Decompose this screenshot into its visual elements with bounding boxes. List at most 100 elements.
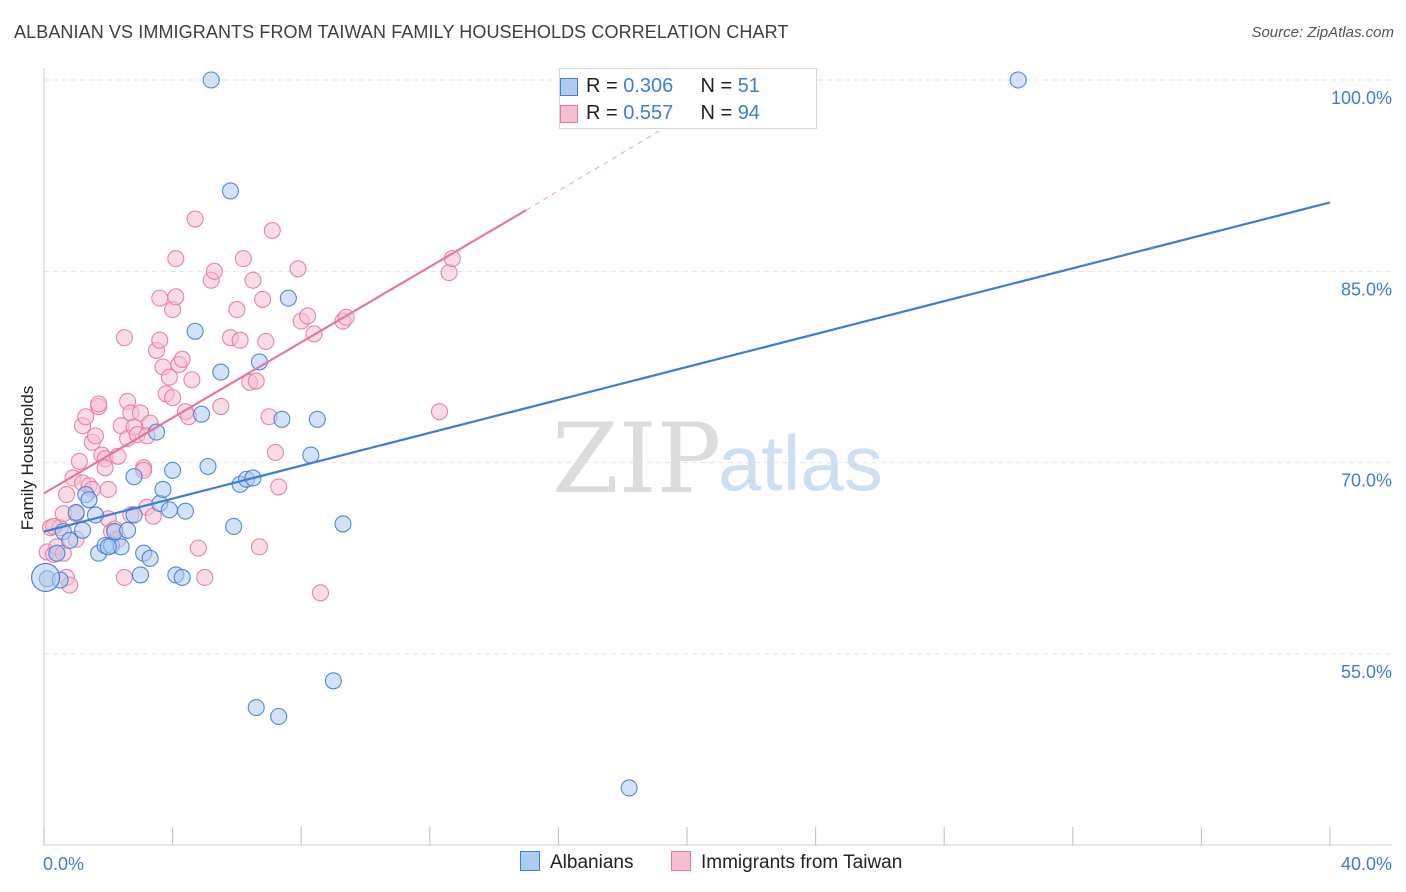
point-albanians — [273, 410, 291, 428]
legend-n-value: 51 — [737, 75, 760, 97]
x-tick-label-max: 40.0% — [1341, 854, 1392, 874]
point-albanians — [212, 363, 230, 381]
legend-n-label: N = — [700, 75, 738, 97]
point-taiwan — [70, 452, 88, 470]
point-albanians — [186, 322, 204, 340]
point-albanians — [99, 538, 117, 556]
point-taiwan — [250, 538, 268, 556]
point-albanians-cluster — [31, 562, 61, 593]
point-albanians — [324, 672, 342, 690]
point-taiwan — [183, 371, 201, 389]
legend-r-label: R = — [586, 102, 624, 124]
point-taiwan — [257, 332, 275, 351]
trendline-albanians — [43, 201, 1331, 533]
point-taiwan — [86, 427, 104, 445]
point-taiwan — [440, 264, 458, 282]
point-albanians — [119, 521, 137, 539]
grid-lines — [44, 79, 1392, 655]
point-albanians — [225, 517, 243, 535]
legend-n-value: 94 — [737, 102, 760, 124]
point-taiwan — [263, 221, 281, 240]
point-albanians — [141, 549, 159, 567]
x-tick-label-min: 0.0% — [43, 854, 84, 874]
point-albanians — [131, 566, 149, 584]
point-taiwan — [90, 395, 108, 413]
point-taiwan — [186, 210, 204, 228]
point-taiwan — [244, 271, 262, 289]
point-taiwan — [234, 250, 252, 268]
chart-title: ALBANIAN VS IMMIGRANTS FROM TAIWAN FAMIL… — [14, 22, 789, 42]
bottom-legend-taiwan: Immigrants from Taiwan — [671, 851, 902, 874]
point-albanians — [279, 289, 297, 307]
point-albanians — [192, 405, 211, 423]
y-tick-label: 55.0% — [1341, 662, 1392, 682]
point-albanians — [1009, 71, 1027, 89]
watermark-atlas: atlas — [718, 419, 883, 507]
point-taiwan — [189, 539, 207, 557]
point-taiwan — [57, 486, 76, 504]
point-taiwan — [164, 389, 182, 407]
point-taiwan — [173, 350, 191, 368]
y-tick-label: 85.0% — [1341, 279, 1392, 299]
point-taiwan — [151, 331, 169, 349]
y-tick-label: 100.0% — [1331, 88, 1392, 108]
point-taiwan — [96, 459, 114, 477]
trendline-taiwan-extension — [525, 113, 688, 211]
point-albanians — [48, 544, 66, 562]
point-albanians — [176, 502, 195, 520]
watermark-zip: ZIP — [552, 403, 721, 515]
point-taiwan — [205, 262, 223, 280]
point-taiwan — [115, 329, 133, 347]
tick-labels: 55.0% 70.0% 85.0% 100.0% 0.0% 40.0% — [43, 88, 1392, 874]
legend-n-label: N = — [700, 102, 738, 124]
point-albanians — [61, 531, 79, 550]
series-albanians-points — [31, 71, 1027, 797]
point-albanians — [302, 446, 320, 464]
point-albanians — [334, 515, 352, 533]
point-taiwan — [266, 443, 285, 462]
bottom-legend-swatch-blue — [520, 851, 540, 871]
point-albanians — [80, 491, 98, 509]
source-note: Source: ZipAtlas.com — [1251, 24, 1394, 41]
legend-r-value: 0.557 — [623, 102, 674, 124]
point-taiwan — [299, 307, 317, 325]
point-albanians — [74, 521, 92, 539]
y-tick-label: 70.0% — [1341, 471, 1392, 491]
bottom-legend-label: Immigrants from Taiwan — [701, 852, 903, 873]
correlation-legend: R = 0.306 N = 51 R = 0.557 N = 94 — [559, 68, 817, 129]
point-albanians — [308, 410, 326, 428]
trendline-taiwan — [43, 209, 527, 495]
bottom-legend-albanians: Albanians — [520, 851, 633, 874]
point-taiwan — [196, 568, 214, 587]
point-taiwan — [167, 250, 185, 268]
point-albanians — [199, 457, 217, 476]
point-albanians — [202, 71, 220, 89]
point-albanians — [221, 182, 240, 200]
point-taiwan — [77, 408, 95, 426]
point-albanians — [154, 480, 172, 499]
point-albanians — [67, 503, 85, 521]
point-albanians — [164, 461, 182, 479]
point-taiwan — [247, 372, 265, 390]
point-taiwan — [115, 568, 133, 587]
point-taiwan — [99, 480, 117, 499]
axes — [43, 68, 1392, 846]
point-taiwan — [270, 478, 288, 496]
point-albanians — [620, 779, 638, 797]
point-albanians — [247, 699, 265, 717]
point-taiwan — [228, 301, 246, 319]
point-taiwan — [167, 288, 185, 306]
legend-row-albanians: R = 0.306 N = 51 — [560, 75, 760, 98]
point-taiwan — [212, 397, 230, 416]
point-albanians — [173, 568, 191, 587]
point-taiwan — [430, 403, 448, 421]
bottom-legend-label: Albanians — [550, 852, 634, 873]
point-taiwan — [289, 260, 307, 278]
legend-row-taiwan: R = 0.557 N = 94 — [560, 102, 760, 125]
legend-swatch-pink — [560, 105, 578, 123]
legend-r-label: R = — [586, 75, 624, 97]
point-taiwan — [231, 331, 249, 349]
point-taiwan — [160, 368, 178, 386]
